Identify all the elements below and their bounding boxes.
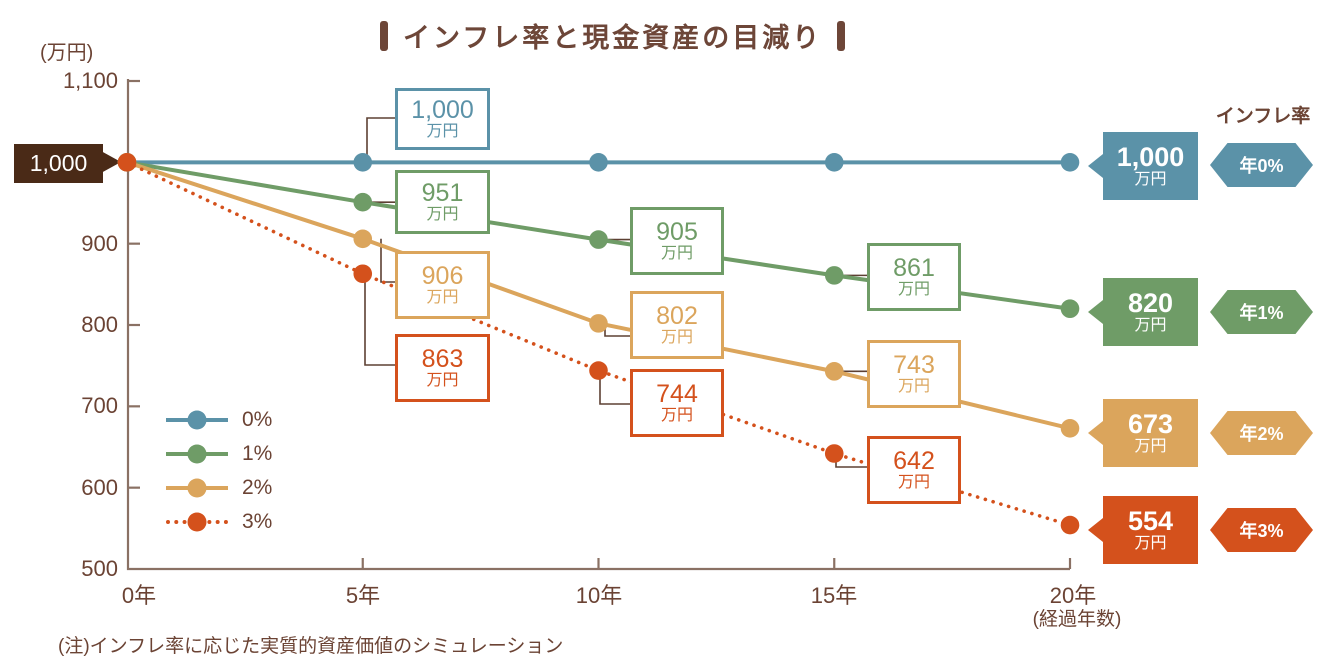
callout-unit: 万円 <box>426 205 459 223</box>
y-tick-label-500: 500 <box>81 556 118 581</box>
y-tick-label-900: 900 <box>81 231 118 256</box>
legend: 0% 1% 2% 3% <box>166 403 272 539</box>
callout-value: 802 <box>656 302 698 331</box>
x-tick-label-0y: 0年 <box>121 583 157 608</box>
legend-label: 2% <box>242 476 273 499</box>
legend-line-dot-swatch <box>166 410 228 430</box>
value-tag-3pct: 554 万円 <box>1088 496 1198 564</box>
callout-value: 861 <box>893 254 935 283</box>
y-tick-label-800: 800 <box>81 312 118 337</box>
callout-unit: 万円 <box>426 122 459 140</box>
legend-item-2pct: 2% <box>166 471 272 505</box>
title-accent-bar-right <box>837 20 846 51</box>
value-tag-0pct: 1,000 万円 <box>1088 132 1198 200</box>
rate-badge-3pct: 年3% <box>1210 508 1313 552</box>
legend-line-dot-swatch <box>166 512 228 532</box>
chart-title-text: インフレ率と現金資産の目減り <box>403 23 823 53</box>
x-tick-label-10y: 10年 <box>575 583 623 608</box>
tag-unit: 万円 <box>1134 170 1167 188</box>
tag-value: 820 <box>1127 288 1174 319</box>
callout-unit: 万円 <box>660 244 693 262</box>
legend-label: 0% <box>242 408 273 431</box>
tag-pointer <box>1088 518 1103 542</box>
rate-badge-2pct: 年2% <box>1210 411 1313 455</box>
legend-item-3pct: 3% <box>166 505 272 539</box>
legend-item-0pct: 0% <box>166 403 272 437</box>
legend-item-1pct: 1% <box>166 437 272 471</box>
callout-value: 906 <box>421 262 464 291</box>
x-tick-label-5y: 5年 <box>345 583 381 608</box>
tag-value: 554 <box>1127 506 1174 537</box>
callout-2pct-15y: 743 万円 <box>867 340 961 408</box>
chart-title: インフレ率と現金資産の目減り <box>380 16 846 55</box>
legend-line-dot-swatch <box>166 478 228 498</box>
x-tick-label-15y: 15年 <box>810 583 858 608</box>
rate-badge-0pct: 年0% <box>1210 143 1313 187</box>
y-tick-label-700: 700 <box>81 393 118 418</box>
callout-0pct-5y: 1,000 万円 <box>395 88 490 150</box>
callout-3pct-5y: 863 万円 <box>395 334 490 402</box>
callout-2pct-10y: 802 万円 <box>630 291 724 359</box>
callout-1pct-10y: 905 万円 <box>630 207 724 275</box>
legend-line-dot-swatch <box>166 444 228 464</box>
callout-1pct-15y: 861 万円 <box>867 243 961 311</box>
callout-1pct-5y: 951 万円 <box>395 170 490 234</box>
chart-footnote: (注)インフレ率に応じた実質的資産価値のシミュレーション <box>58 636 564 657</box>
x-tick-label-20y: 20年 <box>1049 583 1097 608</box>
callout-unit: 万円 <box>897 280 930 298</box>
tag-pointer <box>1088 154 1103 178</box>
y-axis-unit-label: (万円) <box>40 42 94 64</box>
callout-unit: 万円 <box>897 473 930 491</box>
legend-label: 3% <box>242 510 273 533</box>
callout-unit: 万円 <box>897 377 930 395</box>
callout-unit: 万円 <box>660 328 693 346</box>
value-tag-2pct: 673 万円 <box>1088 399 1198 467</box>
tag-pointer <box>1088 421 1103 445</box>
y-tick-label-1100: 1,100 <box>62 68 118 93</box>
callout-value: 642 <box>893 447 935 476</box>
callout-value: 951 <box>421 179 464 208</box>
callout-3pct-15y: 642 万円 <box>867 436 961 504</box>
legend-label: 1% <box>242 442 273 465</box>
callout-unit: 万円 <box>426 288 459 306</box>
y-tick-label-600: 600 <box>81 475 118 500</box>
title-accent-bar-left <box>380 20 388 51</box>
inflation-rate-heading: インフレ率 <box>1215 106 1311 127</box>
rate-badge-1pct: 年1% <box>1210 290 1313 334</box>
callout-value: 863 <box>421 345 464 374</box>
x-axis-note: (経過年数) <box>1032 609 1122 630</box>
callout-value: 1,000 <box>411 96 474 125</box>
callout-3pct-10y: 744 万円 <box>630 369 724 437</box>
callout-unit: 万円 <box>426 371 459 389</box>
callout-value: 744 <box>656 380 698 409</box>
callout-value: 905 <box>656 218 698 247</box>
tag-unit: 万円 <box>1134 437 1167 455</box>
tag-unit: 万円 <box>1134 316 1167 334</box>
tag-pointer <box>1088 300 1103 324</box>
callout-value: 743 <box>893 351 935 380</box>
start-value-box: 1,000 <box>14 144 103 183</box>
callout-unit: 万円 <box>660 406 693 424</box>
tag-value: 1,000 <box>1116 142 1185 173</box>
tag-value: 673 <box>1127 409 1174 440</box>
tag-unit: 万円 <box>1134 534 1167 552</box>
value-tag-1pct: 820 万円 <box>1088 278 1198 346</box>
callout-2pct-5y: 906 万円 <box>395 251 490 319</box>
